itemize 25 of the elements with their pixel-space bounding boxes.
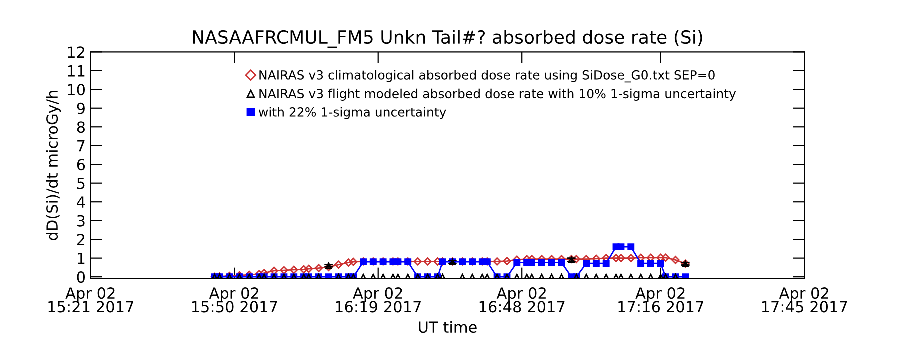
- y-tick-label: 3: [77, 215, 85, 227]
- y-tick-label: 0: [77, 272, 86, 284]
- y-axis-title: dD(Si)/dt microGy/h: [46, 91, 62, 240]
- y-tick-label: 5: [78, 178, 85, 190]
- chart-title: NASAAFRCMUL_FM5 Unkn Tail#? absorbed dose rate (Si): [193, 30, 702, 48]
- y-tick-label: 9: [77, 102, 85, 114]
- x-tick-label: Apr 02 17:45 2017: [762, 288, 848, 313]
- y-tick-label: 7: [78, 140, 85, 152]
- legend-label: with 22% 1-sigma uncertainty: [259, 107, 446, 120]
- x-tick-label: Apr 02 15:21 2017: [48, 288, 134, 313]
- x-axis-title: UT time: [419, 321, 477, 334]
- y-tick-label: 1: [78, 253, 85, 264]
- x-tick-label: Apr 02 17:16 2017: [618, 288, 704, 313]
- y-tick-label: 10: [68, 84, 86, 96]
- x-tick-label: Apr 02 15:50 2017: [192, 288, 278, 313]
- y-tick-label: 8: [77, 122, 85, 134]
- y-tick-label: 12: [68, 46, 85, 58]
- legend-label: NAIRAS v3 climatological absorbed dose rate using SiDose_G0.txt SEP=0: [260, 70, 715, 83]
- y-tick-label: 11: [68, 66, 85, 77]
- x-tick-label: Apr 02 16:19 2017: [336, 288, 421, 313]
- x-tick-label: Apr 02 16:48 2017: [480, 288, 565, 313]
- y-tick-label: 6: [77, 159, 86, 171]
- y-tick-label: 2: [77, 234, 85, 246]
- y-tick-label: 4: [77, 196, 86, 208]
- legend-label: NAIRAS v3 flight modeled absorbed dose rate with 10% 1-sigma uncertainty: [260, 88, 736, 101]
